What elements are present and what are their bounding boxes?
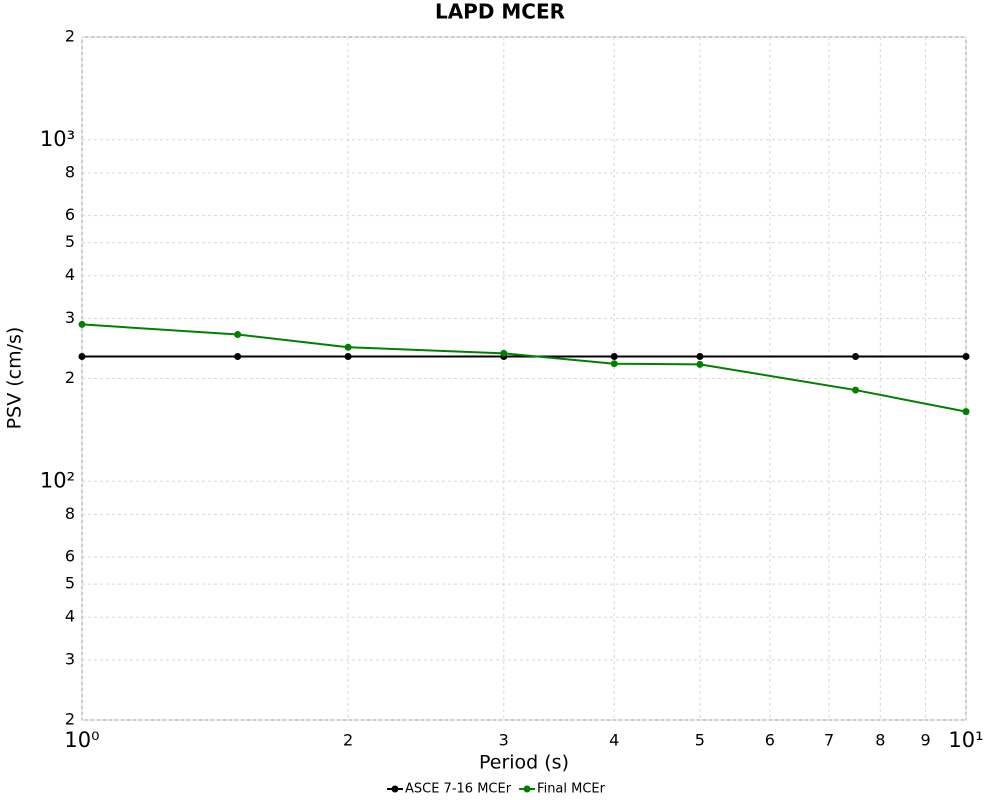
legend-label: ASCE 7-16 MCEr (405, 782, 512, 797)
data-point (234, 331, 242, 339)
y-tick-label: 2 (65, 368, 75, 387)
x-tick-label: 8 (875, 731, 885, 750)
legend-label: Final MCEr (537, 782, 606, 797)
data-point (78, 320, 86, 328)
data-point (962, 408, 970, 416)
y-tick-label: 3 (65, 649, 75, 668)
y-tick-label: 10² (40, 468, 75, 492)
data-point (852, 386, 860, 394)
x-tick-label: 10⁰ (64, 728, 99, 752)
data-point (610, 360, 618, 368)
data-point (234, 352, 242, 360)
x-tick-label: 7 (824, 731, 834, 750)
x-tick-label: 10¹ (948, 728, 983, 752)
y-tick-label: 5 (65, 232, 75, 251)
x-tick-label: 2 (343, 731, 353, 750)
data-point (78, 352, 86, 360)
data-point (696, 360, 704, 368)
y-tick-label: 6 (65, 205, 75, 224)
y-tick-label: 5 (65, 574, 75, 593)
y-tick-label: 4 (65, 607, 75, 626)
x-tick-label: 5 (695, 731, 705, 750)
y-tick-label: 4 (65, 265, 75, 284)
y-tick-label: 2 (65, 710, 75, 729)
y-tick-label: 10³ (40, 127, 75, 151)
data-point (696, 352, 704, 360)
data-point (852, 352, 860, 360)
y-tick-label: 6 (65, 547, 75, 566)
x-tick-label: 9 (920, 731, 930, 750)
x-tick-label: 3 (499, 731, 509, 750)
series-line (81, 323, 967, 413)
x-axis-label: Period (s) (479, 752, 569, 774)
y-axis-label: PSV (cm/s) (4, 327, 26, 430)
y-tick-label: 2 (65, 27, 75, 46)
y-tick-label: 8 (65, 504, 75, 523)
chart-title: LAPD MCER (435, 0, 565, 24)
x-tick-label: 6 (765, 731, 775, 750)
data-point (344, 343, 352, 351)
y-tick-label: 8 (65, 162, 75, 181)
data-point (962, 352, 970, 360)
legend-marker (391, 785, 399, 793)
data-point (500, 349, 508, 357)
legend-marker (523, 785, 531, 793)
data-point (344, 352, 352, 360)
data-point (610, 352, 618, 360)
y-tick-label: 3 (65, 308, 75, 327)
x-tick-label: 4 (609, 731, 619, 750)
